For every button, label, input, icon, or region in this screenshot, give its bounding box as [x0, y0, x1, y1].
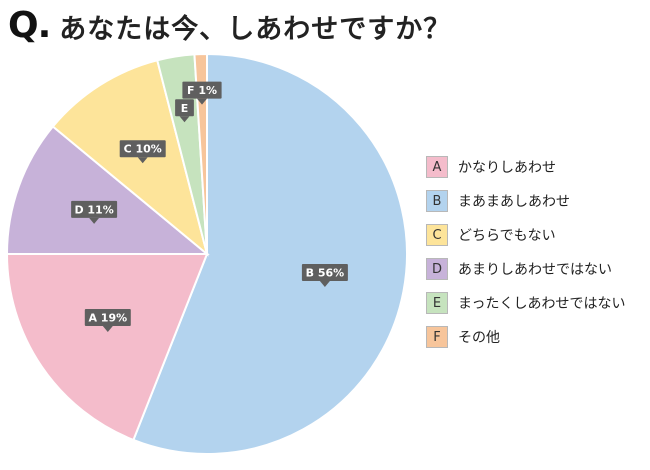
data-label-pointer [197, 98, 207, 105]
legend-label: どちらでもない [458, 228, 556, 244]
data-label-text: D 11% [74, 203, 113, 216]
legend-swatch: D [426, 258, 448, 280]
title-row: Q . あなたは今、しあわせですか？ [8, 4, 451, 48]
legend-swatch: B [426, 190, 448, 212]
data-label-c: C 10% [119, 140, 166, 164]
legend-item: C どちらでもない [426, 218, 648, 252]
legend-label: その他 [458, 330, 500, 346]
legend-item: D あまりしあわせではない [426, 252, 648, 286]
data-label-pointer [137, 157, 148, 164]
pie-slice-d [5, 125, 210, 255]
data-label-b: B 56% [301, 264, 348, 287]
pie-slice-b [132, 52, 408, 455]
data-label-text: C 10% [124, 143, 162, 156]
legend-swatch: C [426, 224, 448, 246]
data-label-pointer [179, 116, 190, 123]
legend-label: あまりしあわせではない [458, 262, 612, 278]
data-label-box [84, 309, 131, 326]
pie-data-labels: B 56% A 19% D 11% C 10% E F 1% [71, 81, 348, 332]
legend-item: B まあまあしあわせ [426, 184, 648, 218]
data-label-text: F 1% [187, 84, 217, 97]
data-label-a: A 19% [84, 309, 131, 332]
data-label-pointer [102, 326, 113, 332]
data-label-f: F 1% [182, 81, 222, 105]
data-label-box [182, 81, 222, 99]
legend-item: A かなりしあわせ [426, 150, 648, 184]
data-label-text: E [181, 102, 189, 115]
pie-slices [5, 52, 408, 455]
legend-label: まあまあしあわせ [458, 194, 570, 210]
legend-swatch: E [426, 292, 448, 314]
data-label-pointer [89, 217, 100, 224]
legend-label: まったくしあわせではない [458, 296, 626, 312]
data-label-e: E [175, 99, 194, 123]
legend-item: F その他 [426, 320, 648, 354]
pie-slice-a [5, 253, 209, 442]
legend-label: かなりしあわせ [458, 160, 556, 176]
data-label-box [301, 264, 348, 281]
chart-title: あなたは今、しあわせですか？ [59, 13, 452, 45]
legend-swatch: A [426, 156, 448, 178]
pie-slice-f [193, 52, 208, 255]
data-label-box [71, 200, 118, 218]
data-label-pointer [319, 281, 330, 287]
legend-item: E まったくしあわせではない [426, 286, 648, 320]
legend: A かなりしあわせ B まあまあしあわせ C どちらでもない D あまりしあわせ… [426, 150, 648, 354]
data-label-box [119, 140, 166, 158]
data-label-text: B 56% [306, 267, 345, 280]
question-mark-q: Q [8, 5, 39, 46]
data-label-box [175, 99, 194, 117]
legend-swatch: F [426, 326, 448, 348]
data-label-text: A 19% [88, 312, 127, 325]
data-label-d: D 11% [71, 200, 118, 224]
question-mark-dot: . [37, 5, 52, 46]
